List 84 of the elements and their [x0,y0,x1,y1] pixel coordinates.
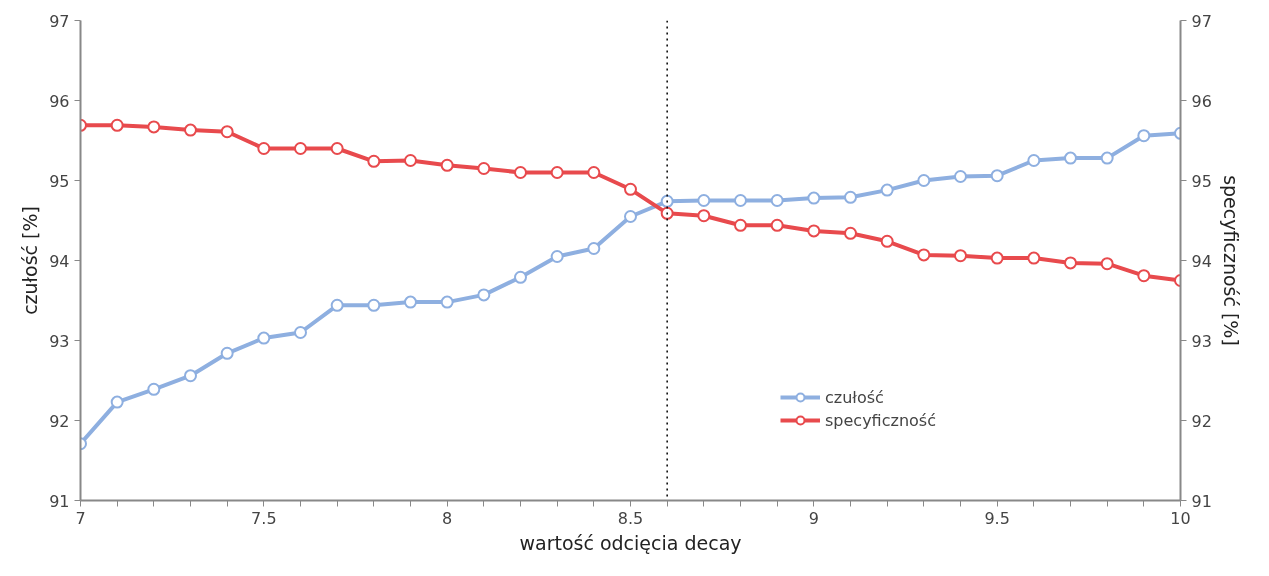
point [440,158,454,172]
y-tick-label: 94 [49,251,70,271]
point [184,369,197,383]
y2-tick-label: 97 [1191,11,1212,31]
point [954,170,967,183]
point [807,224,821,238]
point [1100,257,1114,271]
point [990,251,1004,265]
point [330,298,344,312]
y2-tick-label: 96 [1191,91,1212,111]
point [550,250,564,263]
x-axis-title: wartość odcięcia decay [519,531,742,554]
point [367,154,381,168]
point [844,226,857,240]
x-tick-label: 8 [442,508,453,528]
point [294,326,307,339]
point [1064,151,1077,165]
y2-tick-label: 94 [1191,251,1212,271]
point [587,166,601,179]
point [954,249,967,263]
point [147,382,161,396]
point [440,295,454,309]
point [880,183,894,197]
x-tick-label: 7 [75,508,86,528]
point [660,194,674,208]
point [404,154,417,167]
point [294,142,307,155]
point [477,162,491,175]
point [844,190,857,204]
legend-label: czułość [825,387,884,407]
point [770,194,784,207]
x-tick-label: 10 [1170,508,1191,528]
x-tick-label: 9.5 [984,508,1010,528]
point [1137,269,1151,283]
x-tick-label: 8.5 [617,508,644,528]
y-axis-title: czułość [%] [19,206,42,315]
y-tick-label: 97 [49,11,70,31]
point [330,142,344,155]
point [1137,129,1151,143]
y-tick-label: 95 [49,171,70,191]
point [624,182,637,196]
point [1027,251,1041,265]
point [734,218,747,232]
point [1027,154,1041,167]
point [550,166,564,179]
point [917,174,931,187]
point [147,120,161,134]
point [110,395,124,409]
point [220,346,234,360]
x-tick-label: 9 [808,508,819,528]
point [880,234,894,248]
y2-axis-title: specyficzność [%] [1219,175,1242,346]
point [734,194,747,207]
point [220,125,234,139]
y2-tick-label: 91 [1191,491,1212,511]
legend-label: specyficzność [825,410,936,430]
point [477,288,491,302]
x-tick-label: 7.5 [251,508,277,528]
point [514,166,527,179]
point [587,242,601,255]
y-tick-label: 96 [49,91,70,111]
point [697,194,711,207]
point [770,218,784,232]
point [917,248,931,262]
point [1064,256,1077,270]
point [514,270,527,284]
point [404,295,417,309]
point [184,123,197,137]
point [1100,151,1114,165]
point [697,209,711,223]
point [367,298,381,312]
point [660,206,674,220]
y-tick-label: 91 [49,491,70,511]
y2-tick-label: 95 [1191,171,1212,191]
point [110,118,124,132]
point [257,142,271,155]
point [257,331,271,345]
point [624,210,637,223]
y-tick-label: 92 [49,411,70,431]
y2-tick-label: 93 [1191,331,1212,351]
point [807,191,821,205]
y-tick-label: 93 [49,331,70,351]
point [990,169,1004,183]
y2-tick-label: 92 [1191,411,1212,431]
